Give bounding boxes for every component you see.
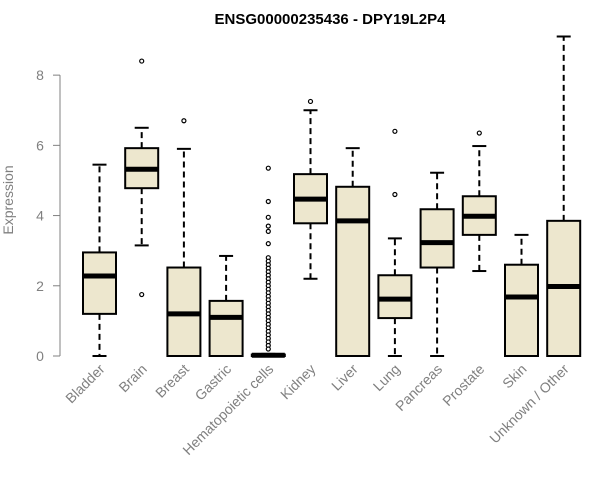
y-tick-label-2: 4: [36, 208, 44, 224]
box-10: [504, 233, 539, 357]
y-tick-label-4: 8: [36, 67, 44, 83]
outlier-1: [392, 191, 398, 198]
box-11: [546, 35, 582, 357]
box-body: [419, 208, 455, 269]
outlier-5: [265, 241, 271, 247]
box-2: [166, 118, 202, 358]
outlier-0: [139, 58, 145, 64]
outlier-32: [265, 346, 271, 352]
box-8: [419, 171, 455, 357]
box-body: [208, 299, 244, 357]
box-6: [335, 147, 371, 357]
outlier-0: [265, 165, 271, 171]
y-axis-label: Expression: [0, 165, 16, 234]
box-body: [504, 263, 539, 357]
y-tick-label-1: 2: [36, 278, 44, 294]
x-tick-label-8: Pancreas: [392, 361, 445, 414]
outlier-0: [307, 98, 314, 105]
outlier-1: [139, 291, 145, 298]
x-tick-label-2: Breast: [152, 361, 192, 401]
outlier-1: [265, 198, 271, 205]
x-tick-label-10: Skin: [499, 361, 530, 392]
box-body: [335, 185, 371, 357]
x-tick-label-9: Prostate: [439, 361, 487, 409]
box-7: [377, 128, 413, 357]
x-tick-label-11: Unknown / Other: [486, 361, 572, 447]
box-5: [293, 98, 328, 280]
x-tick-label-7: Lung: [370, 361, 403, 394]
y-tick-label-3: 6: [36, 137, 44, 153]
box-4: [250, 165, 286, 358]
x-tick-label-1: Brain: [115, 361, 149, 395]
box-body: [82, 251, 117, 315]
x-tick-label-0: Bladder: [62, 361, 108, 407]
chart-title: ENSG00000235436 - DPY19L2P4: [215, 11, 447, 28]
outlier-0: [392, 128, 398, 134]
x-tick-label-6: Liver: [328, 361, 361, 394]
box-0: [82, 163, 117, 357]
box-9: [461, 130, 497, 273]
box-1: [124, 58, 160, 298]
outlier-4: [265, 223, 271, 229]
y-tick-label-0: 0: [36, 348, 44, 364]
outlier-2: [265, 214, 271, 220]
x-tick-label-5: Kidney: [277, 361, 319, 403]
box-3: [208, 254, 244, 357]
y-axis: 0 2 4 6 8: [36, 67, 61, 364]
boxes: [82, 35, 582, 358]
outlier-3: [265, 228, 271, 234]
outlier-0: [181, 118, 187, 124]
outlier-0: [476, 130, 482, 136]
